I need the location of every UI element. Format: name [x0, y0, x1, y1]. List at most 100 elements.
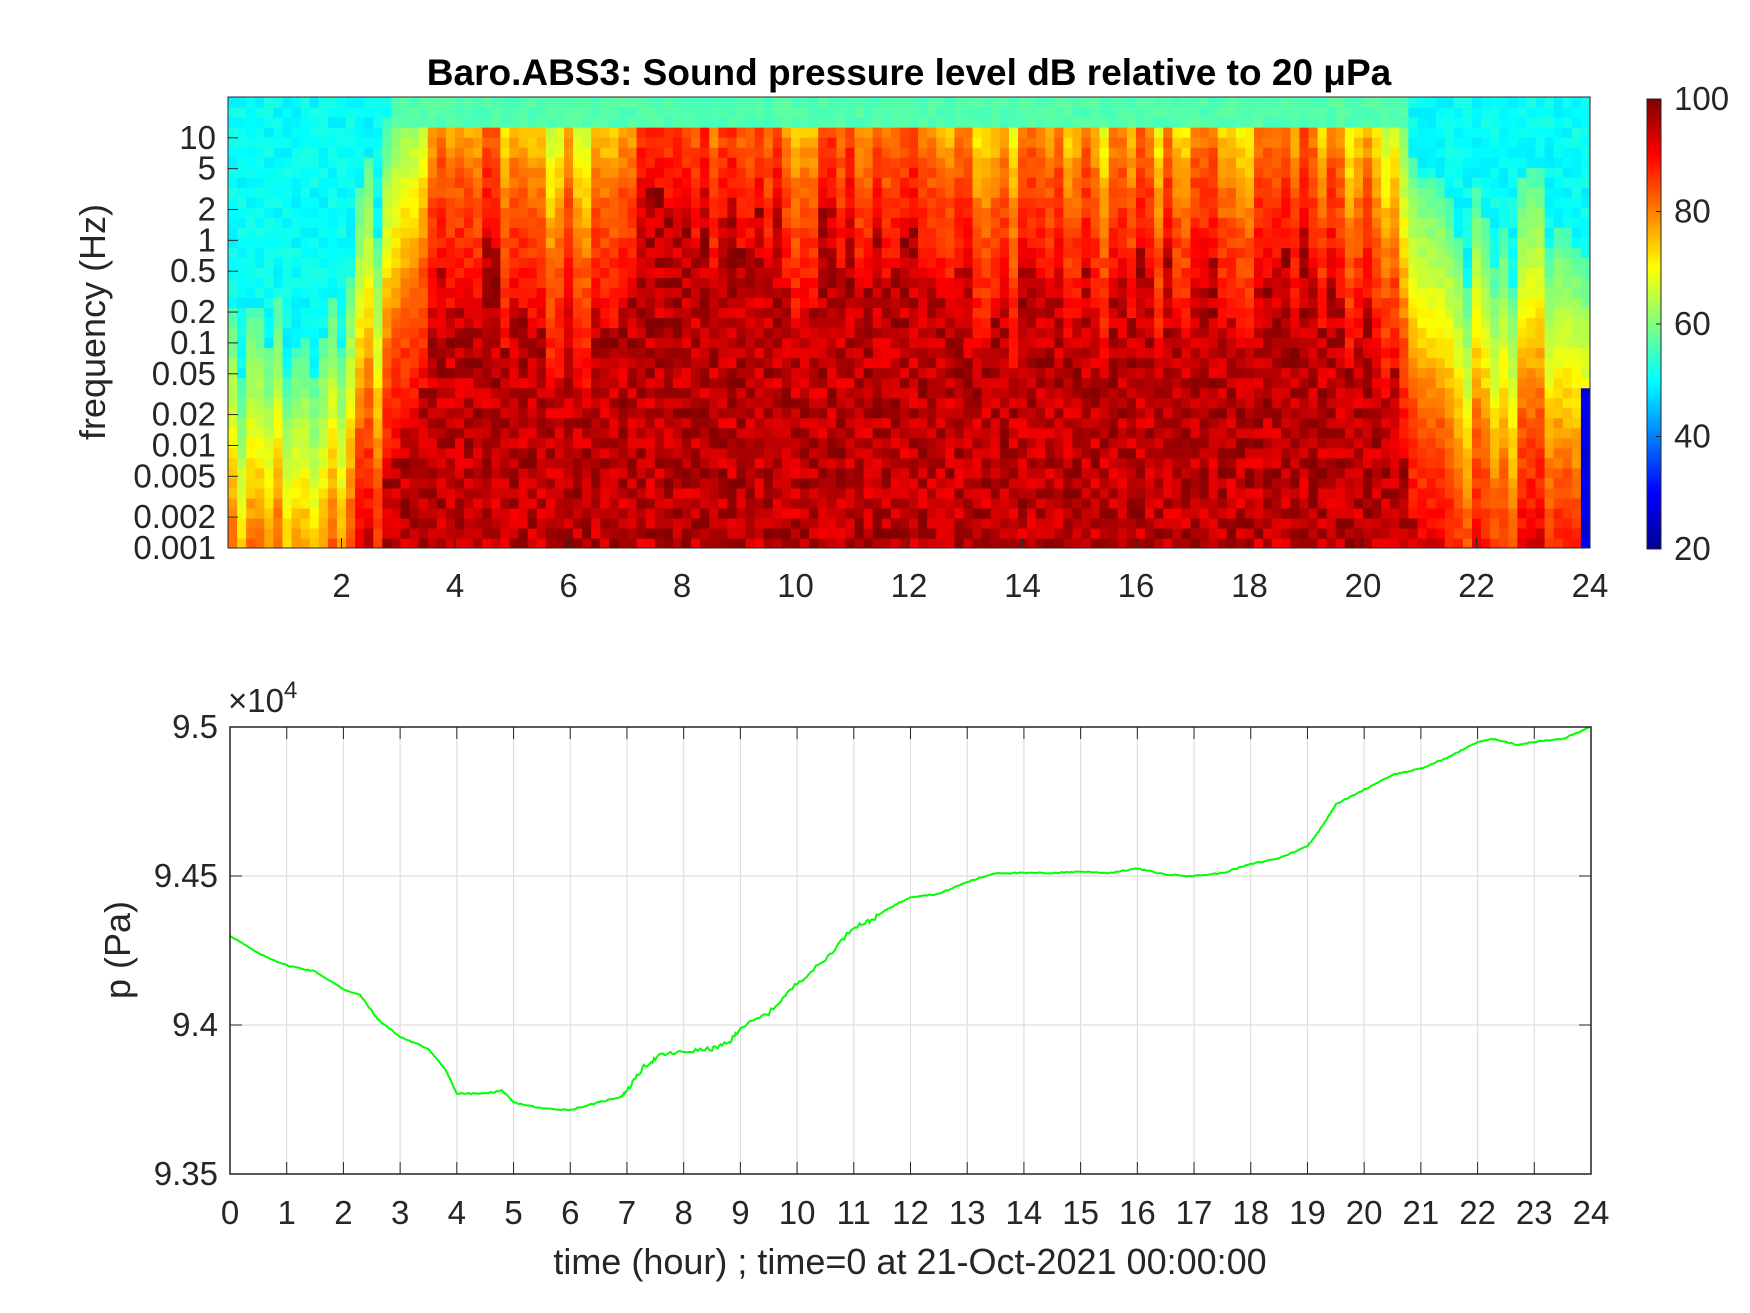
heatmap-cell — [1199, 307, 1210, 319]
heatmap-cell — [609, 187, 620, 198]
heatmap-cell — [1027, 507, 1037, 519]
heatmap-cell — [718, 297, 728, 309]
heatmap-cell — [409, 477, 420, 489]
heatmap-cell — [854, 237, 865, 248]
heatmap-cell — [682, 157, 692, 168]
heatmap-cell — [999, 437, 1010, 449]
heatmap-cell — [418, 387, 429, 399]
heatmap-cell — [228, 97, 238, 108]
heatmap-cell — [736, 177, 747, 188]
heatmap-cell — [1027, 267, 1037, 278]
heatmap-cell — [672, 377, 683, 389]
heatmap-cell — [1036, 537, 1046, 548]
heatmap-cell — [1017, 197, 1028, 208]
heatmap-cell — [527, 157, 538, 168]
heatmap-cell — [1208, 537, 1219, 548]
heatmap-cell — [663, 337, 674, 349]
heatmap-cell — [700, 497, 710, 509]
heatmap-cell — [582, 497, 592, 509]
heatmap-cell — [1090, 227, 1101, 238]
heatmap-cell — [727, 457, 738, 469]
heatmap-cell — [700, 237, 710, 248]
heatmap-cell — [945, 477, 955, 489]
heatmap-cell — [618, 127, 629, 138]
heatmap-cell — [609, 297, 620, 309]
heatmap-cell — [1154, 177, 1164, 188]
heatmap-cell — [1008, 287, 1019, 299]
heatmap-cell — [364, 277, 374, 289]
heatmap-cell — [364, 197, 374, 208]
heatmap-cell — [273, 147, 284, 158]
heatmap-cell — [364, 137, 374, 148]
heatmap-cell — [1008, 127, 1019, 138]
heatmap-cell — [1145, 207, 1155, 218]
heatmap-cell — [954, 227, 965, 238]
heatmap-cell — [291, 237, 302, 248]
heatmap-cell — [1154, 357, 1164, 369]
heatmap-cell — [1045, 267, 1055, 278]
heatmap-cell — [1163, 437, 1173, 449]
heatmap-cell — [473, 137, 483, 148]
heatmap-cell — [327, 457, 338, 469]
heatmap-cell — [863, 297, 874, 309]
heatmap-cell — [854, 127, 865, 138]
heatmap-cell — [545, 387, 556, 399]
heatmap-cell — [400, 357, 411, 369]
heatmap-cell — [836, 527, 847, 539]
heatmap-cell — [563, 187, 574, 198]
heatmap-cell — [336, 457, 347, 469]
heatmap-cell — [872, 227, 883, 238]
heatmap-cell — [427, 487, 438, 499]
heatmap-cell — [663, 177, 674, 188]
heatmap-cell — [1117, 397, 1128, 409]
heatmap-cell — [981, 167, 992, 178]
heatmap-cell — [1036, 227, 1046, 238]
heatmap-cell — [1181, 507, 1192, 519]
heatmap-cell — [691, 237, 701, 248]
heatmap-cell — [491, 427, 501, 439]
heatmap-cell — [409, 327, 420, 339]
heatmap-cell — [445, 437, 456, 449]
heatmap-cell — [636, 347, 647, 359]
heatmap-cell — [1063, 197, 1074, 208]
heatmap-cell — [1163, 177, 1173, 188]
heatmap-cell — [1063, 427, 1074, 439]
heatmap-cell — [291, 397, 302, 409]
heatmap-cell — [672, 157, 683, 168]
heatmap-cell — [482, 537, 492, 548]
heatmap-cell — [327, 187, 338, 198]
heatmap-cell — [663, 367, 674, 379]
heatmap-cell — [409, 167, 420, 178]
heatmap-cell — [909, 317, 919, 329]
heatmap-cell — [990, 467, 1001, 479]
heatmap-cell — [981, 197, 992, 208]
heatmap-cell — [527, 207, 538, 218]
heatmap-cell — [382, 307, 393, 319]
heatmap-cell — [809, 257, 819, 268]
heatmap-cell — [1154, 347, 1164, 359]
heatmap-cell — [300, 97, 311, 108]
heatmap-cell — [963, 357, 974, 369]
heatmap-cell — [1163, 447, 1173, 459]
heatmap-cell — [282, 277, 293, 289]
heatmap-cell — [981, 417, 992, 429]
heatmap-cell — [563, 157, 574, 168]
heatmap-cell — [373, 207, 383, 218]
heatmap-cell — [591, 217, 601, 228]
heatmap-cell — [264, 277, 274, 289]
heatmap-cell — [1108, 317, 1119, 329]
heatmap-cell — [336, 487, 347, 499]
heatmap-cell — [228, 417, 238, 429]
heatmap-cell — [1063, 147, 1074, 158]
heatmap-cell — [591, 457, 601, 469]
heatmap-cell — [237, 317, 247, 329]
heatmap-cell — [954, 257, 965, 268]
heatmap-cell — [700, 267, 710, 278]
heatmap-cell — [1027, 227, 1037, 238]
heatmap-cell — [845, 367, 856, 379]
heatmap-cell — [400, 107, 411, 118]
heatmap-cell — [291, 137, 302, 148]
heatmap-cell — [636, 197, 647, 208]
heatmap-cell — [981, 147, 992, 158]
heatmap-cell — [827, 387, 837, 399]
